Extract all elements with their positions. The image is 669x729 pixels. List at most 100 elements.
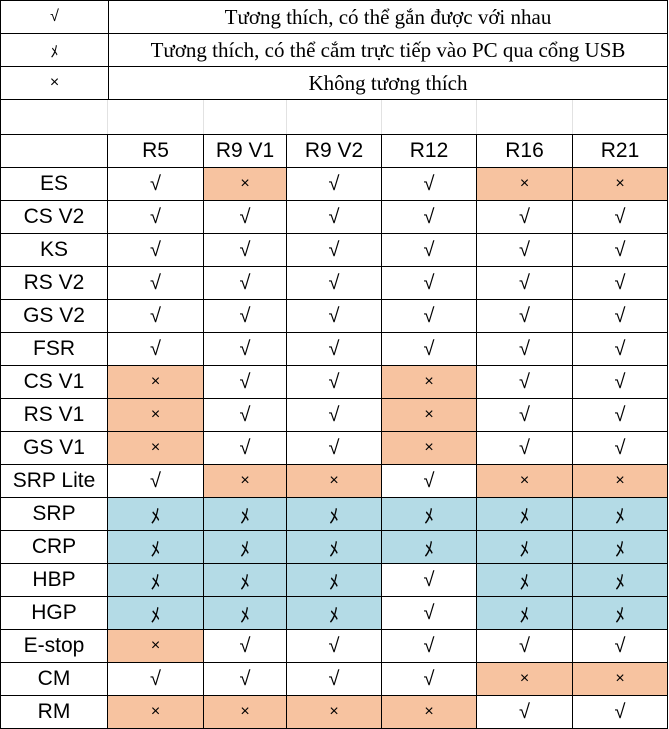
compatibility-cell: ﾒ [107, 530, 204, 564]
compatibility-cell: √ [381, 662, 477, 696]
compatibility-cell: ﾒ [286, 530, 382, 564]
legend-description: Không tương thích [108, 66, 668, 100]
compatibility-cell: × [572, 464, 668, 498]
column-header: R21 [572, 134, 668, 168]
compatibility-cell: ﾒ [476, 596, 573, 630]
compatibility-cell: √ [476, 332, 573, 366]
table-row: E-stop × √ √ √ √ √ [0, 629, 668, 663]
compatibility-cell: ﾒ [381, 530, 477, 564]
table-row: RM × × × × √ √ [0, 695, 668, 729]
table-row: ES √ × √ √ × × [0, 167, 668, 201]
legend-description: Tương thích, có thể gắn được với nhau [108, 0, 668, 34]
compatibility-cell: × [203, 695, 287, 729]
compatibility-cell: √ [203, 266, 287, 300]
compatibility-cell: √ [107, 299, 204, 333]
row-label: FSR [0, 332, 108, 366]
table-row: FSR √ √ √ √ √ √ [0, 332, 668, 366]
compatibility-cell: ﾒ [107, 596, 204, 630]
row-label: RM [0, 695, 108, 729]
row-label: HGP [0, 596, 108, 630]
compatibility-cell: ﾒ [476, 530, 573, 564]
compatibility-cell: × [381, 398, 477, 432]
compatibility-cell: √ [286, 167, 382, 201]
row-label: SRP Lite [0, 464, 108, 498]
table-row: RS V1 × √ √ × √ √ [0, 398, 668, 432]
compatibility-cell: √ [107, 200, 204, 234]
compatibility-cell: × [476, 464, 573, 498]
compatibility-cell: ﾒ [286, 563, 382, 597]
header-row: R5 R9 V1 R9 V2 R12 R16 R21 [0, 134, 668, 168]
legend-row: ﾒ Tương thích, có thể cắm trực tiếp vào P… [0, 33, 668, 67]
compatibility-cell: √ [286, 200, 382, 234]
compatibility-cell: ﾒ [572, 596, 668, 630]
row-label: CS V2 [0, 200, 108, 234]
table-row: SRP Lite √ × × √ × × [0, 464, 668, 498]
column-header: R5 [107, 134, 204, 168]
legend-symbol: × [0, 66, 109, 100]
table-row: GS V1 × √ √ × √ √ [0, 431, 668, 465]
compatibility-cell: √ [476, 299, 573, 333]
row-label: GS V2 [0, 299, 108, 333]
compatibility-cell: √ [286, 431, 382, 465]
compatibility-cell: × [203, 464, 287, 498]
compatibility-cell: √ [381, 299, 477, 333]
compatibility-cell: √ [203, 365, 287, 399]
compatibility-cell: ﾒ [203, 497, 287, 531]
legend-table: √ Tương thích, có thể gắn được với nhau ﾒ T… [0, 0, 668, 100]
table-row: GS V2 √ √ √ √ √ √ [0, 299, 668, 333]
compatibility-cell: √ [286, 266, 382, 300]
compatibility-cell: × [107, 431, 204, 465]
compatibility-cell: √ [203, 398, 287, 432]
compatibility-cell: √ [572, 398, 668, 432]
compatibility-cell: √ [203, 662, 287, 696]
table-row: CS V1 × √ √ × √ √ [0, 365, 668, 399]
compatibility-cell: √ [381, 266, 477, 300]
compatibility-cell: √ [572, 629, 668, 663]
compatibility-cell: √ [572, 233, 668, 267]
column-header: R16 [476, 134, 573, 168]
compatibility-cell: × [476, 167, 573, 201]
header-corner [0, 134, 108, 168]
compatibility-cell: × [107, 629, 204, 663]
compatibility-cell: √ [203, 629, 287, 663]
column-header: R9 V2 [286, 134, 382, 168]
compatibility-cell: √ [107, 662, 204, 696]
compatibility-cell: × [286, 464, 382, 498]
compatibility-cell: ﾒ [107, 563, 204, 597]
row-label: GS V1 [0, 431, 108, 465]
row-label: SRP [0, 497, 108, 531]
compatibility-cell: √ [203, 431, 287, 465]
compatibility-cell: ﾒ [107, 497, 204, 531]
spacer-row [0, 100, 668, 134]
table-row: CRP ﾒﾒﾒﾒﾒﾒ [0, 530, 668, 564]
table-row: CS V2 √ √ √ √ √ √ [0, 200, 668, 234]
column-header: R12 [381, 134, 477, 168]
compatibility-cell: ﾒ [286, 596, 382, 630]
compatibility-cell: × [203, 167, 287, 201]
row-label: RS V2 [0, 266, 108, 300]
row-label: CM [0, 662, 108, 696]
compatibility-cell: √ [107, 332, 204, 366]
compatibility-cell: × [381, 431, 477, 465]
compatibility-cell: √ [107, 233, 204, 267]
compatibility-cell: √ [381, 233, 477, 267]
compatibility-cell: √ [203, 233, 287, 267]
row-label: CRP [0, 530, 108, 564]
compatibility-cell: √ [286, 299, 382, 333]
table-row: HGP ﾒﾒﾒ √ ﾒﾒ [0, 596, 668, 630]
compatibility-cell: √ [476, 266, 573, 300]
row-label: E-stop [0, 629, 108, 663]
compatibility-cell: √ [286, 629, 382, 663]
compatibility-cell: √ [476, 365, 573, 399]
compatibility-cell: ﾒ [476, 497, 573, 531]
compatibility-cell: √ [286, 662, 382, 696]
compatibility-cell: √ [286, 332, 382, 366]
compatibility-cell: √ [476, 431, 573, 465]
row-label: RS V1 [0, 398, 108, 432]
compatibility-cell: √ [476, 695, 573, 729]
compatibility-cell: ﾒ [572, 497, 668, 531]
compatibility-cell: √ [381, 167, 477, 201]
compatibility-cell: √ [476, 629, 573, 663]
legend-row: × Không tương thích [0, 66, 668, 100]
compatibility-cell: √ [381, 563, 477, 597]
